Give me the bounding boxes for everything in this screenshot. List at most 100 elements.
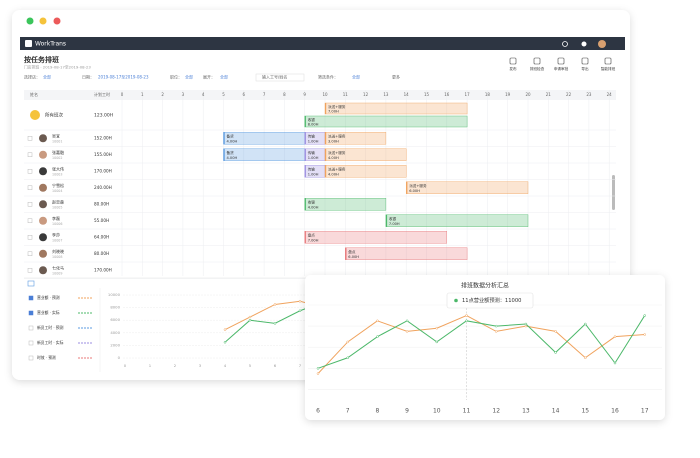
tool-icon[interactable] <box>557 57 565 65</box>
bell-icon[interactable] <box>581 41 587 47</box>
series-point[interactable] <box>524 322 528 326</box>
window-dot[interactable] <box>26 17 34 25</box>
filter-text[interactable]: 全部 <box>43 74 51 80</box>
series-point[interactable] <box>273 322 277 325</box>
series-point[interactable] <box>298 300 302 303</box>
shift-label: 收银 <box>308 117 316 122</box>
series-point[interactable] <box>346 356 349 360</box>
legend-label[interactable]: 营业额 · 预测 <box>37 295 60 300</box>
filter-text[interactable]: 全部 <box>352 74 360 80</box>
employee-hours: 152.00H <box>94 135 112 140</box>
tool-label[interactable]: 发布 <box>509 66 517 71</box>
window-dot[interactable] <box>39 17 47 25</box>
series-point[interactable] <box>584 356 587 360</box>
shift-bar[interactable] <box>324 102 468 115</box>
legend-label[interactable]: 新员工时 · 预测 <box>37 325 64 330</box>
series-point[interactable] <box>494 324 498 328</box>
shift-bar[interactable] <box>304 115 468 128</box>
series-point[interactable] <box>273 303 277 306</box>
legend-checkbox[interactable] <box>28 310 34 316</box>
series-point[interactable] <box>316 372 320 375</box>
series-point[interactable] <box>613 361 617 365</box>
series-point[interactable] <box>435 326 439 330</box>
series-point[interactable] <box>248 315 252 319</box>
filter-text[interactable]: 更多 <box>392 74 400 80</box>
legend-label[interactable]: 时效 · 预测 <box>37 355 56 360</box>
series-point[interactable] <box>494 330 498 333</box>
shift-label: 派送+服务 <box>409 183 427 188</box>
series-point[interactable] <box>405 330 409 333</box>
employee-name: 张大伟 <box>52 165 64 171</box>
series-point[interactable] <box>524 324 528 328</box>
row-checkbox[interactable] <box>27 235 33 240</box>
legend-checkbox[interactable] <box>28 295 34 301</box>
filter-text[interactable]: 职位： <box>170 74 182 80</box>
filter-text[interactable]: 全部 <box>220 74 228 80</box>
series-point[interactable] <box>643 333 646 336</box>
row-checkbox[interactable] <box>27 136 33 141</box>
row-checkbox[interactable] <box>27 152 33 157</box>
filter-text[interactable]: 全部 <box>185 74 193 80</box>
hour-label: 12 <box>363 92 369 97</box>
series-point[interactable] <box>465 319 468 323</box>
series-point[interactable] <box>223 328 227 331</box>
tool-label[interactable]: 排班检查 <box>530 66 545 71</box>
series-point[interactable] <box>405 319 409 323</box>
shift-edge <box>223 148 225 161</box>
shift-bar[interactable] <box>385 214 529 227</box>
series-point[interactable] <box>316 367 320 370</box>
employee-hours: 170.00H <box>94 267 112 272</box>
hour-label: 17 <box>465 92 471 97</box>
x-tick-label: 17 <box>641 408 649 415</box>
series-point[interactable] <box>465 314 468 317</box>
row-checkbox[interactable] <box>27 185 33 190</box>
filter-text[interactable]: 展开： <box>203 74 215 80</box>
search-icon[interactable] <box>562 41 568 47</box>
series-point[interactable] <box>584 322 587 326</box>
filter-text[interactable]: 2019-08-17至2019-08-23 <box>98 75 149 80</box>
row-checkbox[interactable] <box>27 218 33 223</box>
tool-label[interactable]: 导出 <box>581 66 589 71</box>
filter-text[interactable]: 筛选条件： <box>318 74 338 80</box>
legend-checkbox[interactable] <box>28 340 34 346</box>
legend-label[interactable]: 营业额 · 实际 <box>37 310 60 315</box>
shift-bar[interactable] <box>345 247 468 260</box>
series-point[interactable] <box>346 340 349 344</box>
window-dot[interactable] <box>53 17 61 25</box>
series-point[interactable] <box>248 318 252 322</box>
row-checkbox[interactable] <box>27 169 33 174</box>
hour-label: 23 <box>586 92 592 97</box>
row-checkbox[interactable] <box>27 251 33 256</box>
tool-label[interactable]: 申请审批 <box>554 66 569 71</box>
legend-checkbox[interactable] <box>28 355 34 361</box>
scrollbar[interactable] <box>612 175 615 210</box>
x-tick-label: 3 <box>199 363 202 368</box>
series-point[interactable] <box>643 314 646 317</box>
tool-icon[interactable] <box>604 57 612 65</box>
legend-label[interactable]: 新员工时 · 实际 <box>37 340 64 345</box>
legend-checkbox[interactable] <box>28 325 34 331</box>
shift-label: 传输 <box>308 150 316 155</box>
avatar[interactable] <box>598 40 606 48</box>
series-point[interactable] <box>554 330 557 333</box>
tool-icon[interactable] <box>533 57 541 65</box>
tool-label[interactable]: 智能排班 <box>601 66 616 71</box>
row-checkbox[interactable] <box>27 268 33 273</box>
series-point[interactable] <box>554 351 557 354</box>
series-point[interactable] <box>613 335 617 338</box>
filter-text[interactable]: 输入工号/姓名 <box>262 74 287 80</box>
filter-text[interactable]: 日期： <box>82 74 94 80</box>
series-point[interactable] <box>223 341 227 344</box>
series-point[interactable] <box>298 309 302 312</box>
shift-bar[interactable] <box>304 231 448 244</box>
search-input[interactable] <box>255 73 305 82</box>
row-checkbox[interactable] <box>27 202 33 207</box>
tool-icon[interactable] <box>509 57 517 65</box>
series-point[interactable] <box>376 319 379 323</box>
chart-icon[interactable] <box>27 280 35 287</box>
series-point[interactable] <box>435 340 439 344</box>
tool-icon[interactable] <box>581 57 589 65</box>
series-point[interactable] <box>376 335 379 338</box>
y-tick-label: 10000 <box>108 292 121 297</box>
